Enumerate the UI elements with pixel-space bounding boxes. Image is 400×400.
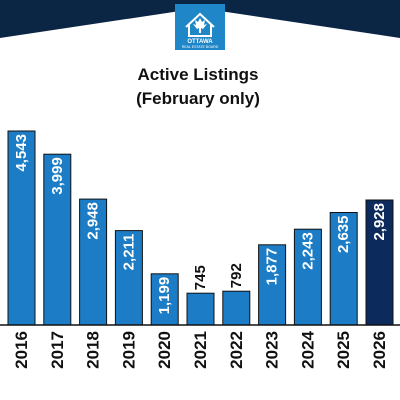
x-tick-label-2024: 2024 <box>298 330 317 368</box>
bar-2024 <box>293 228 322 326</box>
bar-2023 <box>258 244 287 326</box>
bar-2018 <box>79 198 108 326</box>
header-banner <box>0 0 400 38</box>
x-axis-ticks: 2016 2017 2018 2019 2020 2021 2022 2023 2024 2025… <box>12 330 389 368</box>
bar-2025 <box>329 212 358 326</box>
logo-text-sub: REAL ESTATE BOARD <box>182 45 219 49</box>
x-tick-label-2023: 2023 <box>263 331 282 369</box>
bar-value-label-2017: 3,999 <box>49 157 66 195</box>
logo: OTTAWA REAL ESTATE BOARD <box>175 4 225 50</box>
x-tick-label-2025: 2025 <box>334 331 353 369</box>
chart-title: Active Listings <box>138 65 259 84</box>
x-tick-label-2021: 2021 <box>191 331 210 369</box>
x-tick-label-2022: 2022 <box>227 331 246 369</box>
maple-leaf-icon <box>193 18 207 33</box>
bar-value-label-2022: 792 <box>228 263 245 288</box>
x-tick-label-2026: 2026 <box>370 331 389 369</box>
bar-2017 <box>43 153 72 326</box>
bar-2021 <box>186 292 215 326</box>
x-tick-label-2016: 2016 <box>12 331 31 369</box>
bar-value-label-2016: 4,543 <box>13 134 30 172</box>
bars-group: 4,543 3,999 2,948 2,211 1,199 745 792 1,877 2,24… <box>7 130 394 326</box>
x-tick-label-2019: 2019 <box>119 331 138 369</box>
bar-value-label-2019: 2,211 <box>120 234 137 271</box>
logo-text-main: OTTAWA <box>187 39 213 45</box>
house-icon <box>185 12 215 37</box>
x-tick-label-2017: 2017 <box>48 331 67 369</box>
x-tick-label-2018: 2018 <box>84 331 103 369</box>
bar-value-label-2024: 2,243 <box>299 232 316 270</box>
bar-value-label-2026: 2,928 <box>371 203 388 241</box>
bar-2019 <box>114 230 143 326</box>
bar-value-label-2023: 1,877 <box>264 248 281 286</box>
bar-value-label-2018: 2,948 <box>85 202 102 240</box>
chart-subtitle: (February only) <box>136 89 260 108</box>
bar-value-label-2021: 745 <box>192 265 209 290</box>
bar-2020 <box>150 273 179 326</box>
bar-2022 <box>222 290 251 326</box>
bar-value-label-2025: 2,635 <box>335 216 352 254</box>
bar-value-label-2020: 1,199 <box>156 277 173 315</box>
x-tick-label-2020: 2020 <box>155 331 174 369</box>
